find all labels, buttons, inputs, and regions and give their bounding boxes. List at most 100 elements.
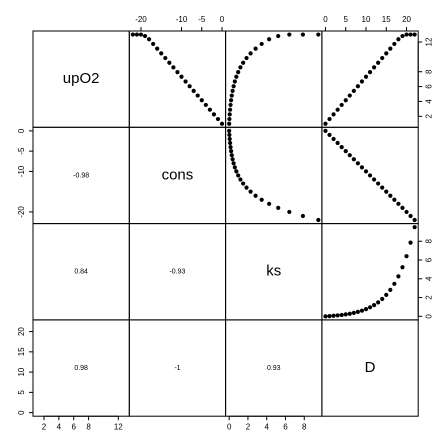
y-tick-label: 8 [424, 238, 433, 243]
point [276, 33, 281, 39]
point [183, 79, 188, 84]
correlation: -0.93 [169, 269, 185, 276]
point [287, 32, 292, 37]
point [355, 309, 360, 314]
point [400, 205, 405, 210]
point [228, 102, 233, 108]
point [412, 32, 417, 37]
point [359, 79, 365, 84]
point [380, 185, 385, 190]
point [408, 240, 413, 245]
point [259, 197, 264, 202]
x-tick-label: 0 [227, 422, 232, 431]
point [327, 132, 332, 138]
point [238, 65, 243, 70]
point [244, 55, 249, 61]
y-tick-label: 15 [17, 347, 26, 356]
point [203, 102, 208, 108]
point [142, 33, 148, 39]
point [207, 107, 212, 112]
point [351, 157, 356, 162]
point [227, 121, 232, 126]
point [230, 157, 235, 162]
x-tick-label: 15 [382, 15, 391, 24]
point [151, 41, 156, 47]
correlation: -1 [174, 365, 180, 372]
point [130, 32, 135, 37]
point [236, 69, 241, 75]
point [199, 98, 204, 103]
y-tick-label: -5 [17, 147, 26, 155]
y-tick-label: 6 [424, 84, 433, 89]
point [412, 225, 417, 230]
point [316, 32, 321, 37]
x-tick-label: -10 [176, 15, 188, 24]
y-tick-label: 6 [424, 257, 433, 262]
point [331, 112, 336, 117]
y-tick-label: 2 [424, 114, 433, 119]
point [267, 37, 272, 42]
variable-label: upO2 [63, 70, 100, 87]
point [347, 93, 352, 98]
point [396, 274, 401, 279]
variable-label: ks [266, 263, 281, 280]
point [343, 312, 348, 317]
point [327, 116, 332, 122]
point [316, 217, 321, 223]
point [276, 205, 281, 210]
point [227, 128, 232, 133]
point [195, 93, 200, 98]
y-tick-label: 0 [17, 128, 26, 133]
point [412, 217, 417, 223]
point [355, 161, 360, 166]
panel [128, 30, 227, 128]
point [134, 32, 140, 37]
correlation: 0.93 [267, 365, 281, 372]
point [376, 181, 381, 186]
y-tick-label: 12 [424, 37, 433, 46]
point [227, 140, 233, 146]
point [347, 311, 352, 316]
point [335, 140, 340, 146]
correlation: -0.98 [73, 172, 89, 179]
point [236, 173, 241, 178]
point [211, 112, 217, 117]
point [227, 132, 232, 138]
point [372, 65, 377, 70]
y-tick-label: 0 [424, 314, 433, 319]
point [244, 185, 249, 190]
point [327, 313, 332, 319]
x-tick-label: 5 [344, 15, 349, 24]
point [234, 169, 239, 174]
point [228, 144, 233, 150]
y-tick-label: 20 [17, 327, 26, 336]
point [388, 193, 393, 198]
point [229, 149, 234, 154]
x-tick-label: 12 [114, 422, 123, 431]
point [323, 314, 328, 319]
point [241, 181, 246, 186]
y-tick-label: 4 [424, 276, 433, 281]
point [367, 305, 373, 310]
point [229, 153, 234, 158]
point [234, 74, 239, 79]
point [215, 116, 221, 122]
y-tick-label: 8 [424, 69, 433, 74]
x-tick-label: 4 [57, 422, 62, 431]
x-tick-label: 20 [402, 15, 411, 24]
x-tick-label: 8 [86, 422, 91, 431]
y-tick-label: 5 [17, 390, 26, 395]
point [343, 98, 348, 103]
x-tick-label: 0 [323, 15, 328, 24]
point [380, 296, 385, 302]
point [400, 265, 405, 270]
point [300, 32, 306, 37]
point [367, 69, 373, 75]
point [227, 136, 232, 142]
point [376, 60, 381, 65]
point [404, 254, 409, 259]
point [355, 84, 360, 89]
point [380, 55, 385, 61]
point [392, 281, 397, 286]
